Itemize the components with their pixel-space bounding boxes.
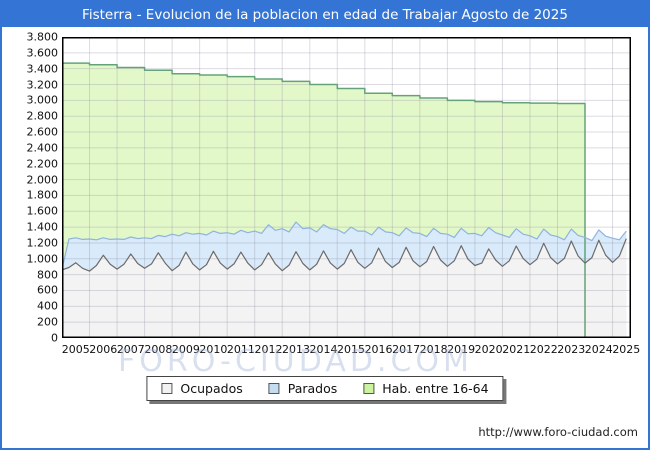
chart-plot-area bbox=[62, 37, 631, 338]
x-tick-label: 2020 bbox=[474, 343, 503, 356]
y-tick-label: 1.800 bbox=[26, 188, 59, 202]
y-tick-label: 2.800 bbox=[26, 109, 59, 123]
x-tick-label: 2021 bbox=[502, 343, 531, 356]
x-tick-label: 2018 bbox=[419, 343, 448, 356]
y-tick-label: 3.400 bbox=[26, 62, 59, 76]
legend-label-parados: Parados bbox=[287, 381, 338, 396]
legend-box: Ocupados Parados Hab. entre 16-64 bbox=[146, 376, 504, 401]
y-tick-label: 800 bbox=[37, 268, 58, 282]
x-tick-label: 2011 bbox=[226, 343, 255, 356]
x-tick-label: 2012 bbox=[254, 343, 283, 356]
legend-label-ocupados: Ocupados bbox=[180, 381, 243, 396]
legend-label-hab: Hab. entre 16-64 bbox=[382, 381, 489, 396]
x-tick-label: 2024 bbox=[584, 343, 613, 356]
x-tick-label: 2005 bbox=[61, 343, 90, 356]
y-tick-label: 3.600 bbox=[26, 46, 59, 60]
x-tick-label: 2023 bbox=[557, 343, 586, 356]
site-url: http://www.foro-ciudad.com bbox=[478, 425, 638, 439]
y-tick-label: 2.400 bbox=[26, 141, 59, 155]
x-tick-label: 2006 bbox=[89, 343, 118, 356]
x-tick-label: 2013 bbox=[281, 343, 310, 356]
x-tick-label: 2008 bbox=[144, 343, 173, 356]
x-tick-label: 2022 bbox=[529, 343, 558, 356]
y-tick-label: 1.000 bbox=[26, 252, 59, 266]
legend-item-ocupados: Ocupados bbox=[161, 381, 243, 396]
y-tick-label: 600 bbox=[37, 283, 58, 297]
chart-canvas bbox=[62, 37, 631, 338]
y-tick-label: 2.000 bbox=[26, 173, 59, 187]
x-tick-label: 2016 bbox=[364, 343, 393, 356]
x-tick-label: 2015 bbox=[337, 343, 366, 356]
legend-item-parados: Parados bbox=[268, 381, 338, 396]
y-tick-label: 400 bbox=[37, 299, 58, 313]
x-tick-label: 2007 bbox=[116, 343, 145, 356]
y-tick-label: 1.400 bbox=[26, 220, 59, 234]
x-tick-label: 2014 bbox=[309, 343, 338, 356]
y-tick-label: 200 bbox=[37, 315, 58, 329]
legend-item-hab: Hab. entre 16-64 bbox=[363, 381, 489, 396]
y-tick-label: 1.600 bbox=[26, 204, 59, 218]
x-tick-label: 2009 bbox=[171, 343, 200, 356]
y-tick-label: 3.000 bbox=[26, 93, 59, 107]
y-tick-label: 1.200 bbox=[26, 236, 59, 250]
y-tick-label: 3.200 bbox=[26, 78, 59, 92]
y-tick-label: 2.200 bbox=[26, 157, 59, 171]
x-tick-label: 2017 bbox=[392, 343, 421, 356]
page-title: Fisterra - Evolucion de la poblacion en … bbox=[82, 6, 568, 23]
y-tick-label: 0 bbox=[51, 331, 58, 345]
ocupados-swatch-icon bbox=[161, 383, 173, 394]
title-bar: Fisterra - Evolucion de la poblacion en … bbox=[2, 2, 648, 27]
y-tick-label: 3.800 bbox=[26, 30, 59, 44]
x-tick-label: 2010 bbox=[199, 343, 228, 356]
x-tick-label: 2019 bbox=[447, 343, 476, 356]
x-tick-label: 2025 bbox=[612, 343, 641, 356]
y-tick-label: 2.600 bbox=[26, 125, 59, 139]
parados-swatch-icon bbox=[268, 383, 280, 394]
hab-swatch-icon bbox=[363, 383, 375, 394]
